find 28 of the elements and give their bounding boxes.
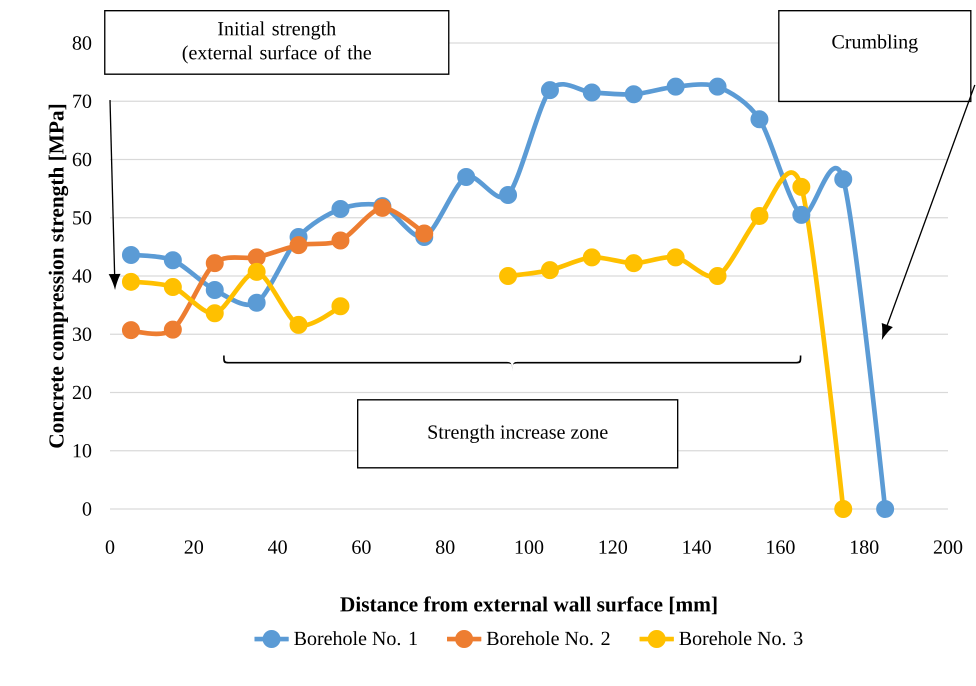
x-tick-label: 160	[767, 540, 795, 554]
annotation: Strength increase zone	[428, 424, 608, 443]
x-tick-label: 80	[436, 540, 454, 554]
legend-label: Borehole No. 2	[486, 631, 610, 646]
x-axis-title: Distance from external wall surface [mm]	[340, 596, 716, 614]
y-tick-label: 80	[72, 36, 92, 50]
x-tick-label: 40	[268, 540, 287, 554]
x-tick-label: 140	[683, 540, 711, 554]
annotation: Crumbling	[832, 34, 918, 53]
y-tick-label: 70	[73, 94, 92, 108]
y-tick-label: 60	[72, 152, 92, 166]
x-tick-label: 0	[106, 540, 114, 554]
y-tick-label: 30	[72, 327, 92, 341]
x-tick-label: 20	[184, 540, 204, 554]
y-tick-label: 0	[82, 502, 92, 516]
y-tick-label: 40	[72, 269, 92, 283]
x-tick-label: 120	[600, 540, 628, 554]
annotation: Initial strength (external surface of the	[182, 21, 372, 64]
legend-label: Borehole No. 1	[294, 631, 417, 646]
x-tick-label: 100	[516, 540, 544, 554]
y-axis-title: Concrete compression strength [MPa]	[48, 104, 68, 448]
legend-label: Borehole No. 3	[679, 631, 802, 646]
x-tick-label: 200	[934, 540, 962, 554]
y-tick-label: 50	[73, 210, 92, 224]
x-tick-label: 180	[850, 540, 878, 554]
y-tick-label: 20	[72, 386, 92, 400]
x-tick-label: 60	[352, 540, 371, 554]
y-tick-label: 10	[74, 444, 92, 458]
